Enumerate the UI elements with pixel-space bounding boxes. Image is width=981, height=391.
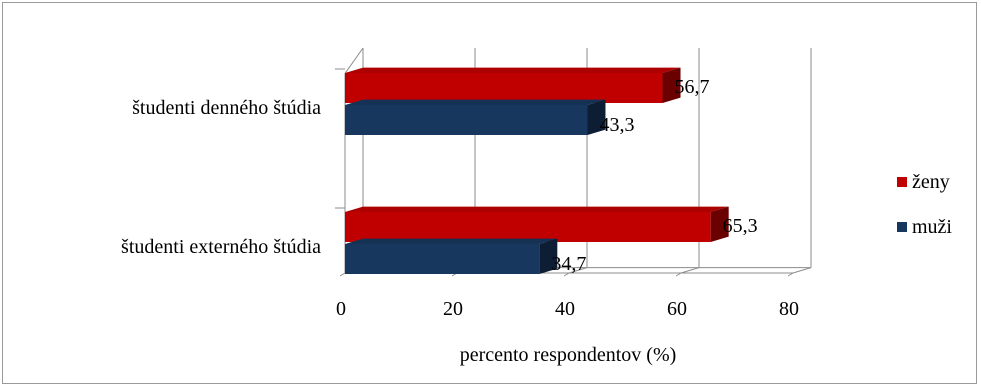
x-axis-label: percento respondentov (%)	[460, 344, 677, 366]
data-label: 34,7	[551, 253, 586, 275]
tick-mark	[675, 272, 682, 277]
bar-side-face	[587, 99, 606, 135]
data-labels: 56,7 43,3 65,3 34,7	[551, 76, 757, 275]
tick-label: 60	[667, 298, 687, 320]
tick-label: 0	[336, 298, 346, 320]
bar-ženy	[345, 67, 681, 103]
bar-chart: 56,7 43,3 65,3 34,7 0 20 40 60 80 študenti denn…	[121, 47, 952, 366]
legend-swatch	[897, 222, 907, 232]
category-label: študenti externého štúdia	[121, 236, 321, 258]
bar-top-face	[345, 206, 729, 212]
bar-muži	[345, 238, 558, 274]
tick-mark	[787, 272, 794, 277]
bar-top-face	[345, 238, 558, 244]
bar-front-face	[345, 73, 663, 103]
floor-gridline	[680, 267, 700, 274]
bar-front-face	[345, 244, 540, 274]
bar-ženy	[345, 206, 729, 242]
bar-top-face	[345, 67, 681, 73]
legend-entry: ženy	[912, 171, 950, 193]
legend-swatch	[897, 177, 907, 187]
tick-label: 80	[779, 298, 799, 320]
bar-muži	[345, 99, 606, 135]
data-label: 65,3	[723, 215, 758, 237]
left-wall-top-edge	[344, 47, 364, 74]
bar-side-face	[710, 206, 729, 242]
tick-labels: 0 20 40 60 80	[336, 298, 799, 320]
bar-side-face	[539, 238, 558, 274]
bar-side-face	[662, 67, 681, 103]
chart-frame: 56,7 43,3 65,3 34,7 0 20 40 60 80 študenti denn…	[2, 2, 977, 384]
category-label: študenti denného štúdia	[132, 97, 321, 119]
data-label: 43,3	[599, 114, 634, 136]
legend: ženy muži	[897, 171, 952, 238]
tick-label: 40	[555, 298, 575, 320]
floor-gridline	[792, 267, 812, 274]
category-labels: študenti denného štúdia študenti externéh…	[121, 97, 321, 258]
tick-mark	[339, 272, 346, 277]
bars	[345, 67, 729, 274]
legend-entry: muži	[912, 216, 952, 238]
data-label: 56,7	[675, 76, 710, 98]
bar-top-face	[345, 99, 606, 105]
floor-gridline	[568, 267, 588, 274]
bar-front-face	[345, 212, 711, 242]
tick-label: 20	[443, 298, 463, 320]
tick-mark	[563, 272, 570, 277]
bar-front-face	[345, 105, 588, 135]
